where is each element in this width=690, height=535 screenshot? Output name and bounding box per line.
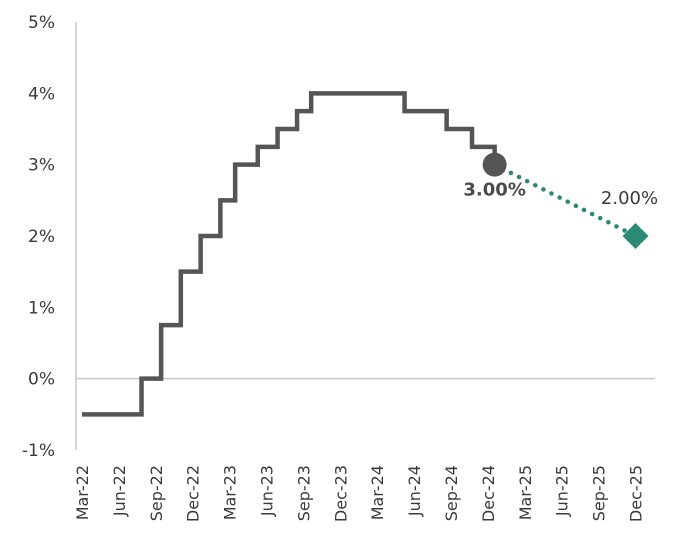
x-axis-ticks: Mar-22 Jun-22 Sep-22 Dec-22 Mar-23 Jun-23 Sep-… <box>73 465 646 522</box>
rate-forecast-line <box>492 162 638 239</box>
x-tick-label: Mar-23 <box>221 465 240 520</box>
x-tick-label: Mar-25 <box>516 465 535 520</box>
annotations: 3.00% 2.00% <box>463 152 658 249</box>
rate-history-line <box>82 91 497 417</box>
x-tick-label: Sep-22 <box>147 465 166 521</box>
x-tick-label: Jun-23 <box>258 465 277 517</box>
x-tick-label: Jun-22 <box>110 465 129 517</box>
current-rate-label: 3.00% <box>463 180 525 201</box>
x-tick-label: Sep-23 <box>294 465 313 521</box>
y-axis-ticks: -1% 0% 1% 2% 3% 4% 5% <box>22 13 55 461</box>
y-tick-label: 4% <box>28 84 55 104</box>
x-tick-label: Mar-22 <box>73 465 92 520</box>
x-tick-label: Mar-24 <box>368 465 387 520</box>
x-tick-label: Jun-25 <box>553 465 572 517</box>
series-group <box>82 91 638 417</box>
forecast-rate-marker <box>622 223 649 249</box>
x-tick-label: Sep-24 <box>442 465 461 521</box>
x-tick-label: Dec-25 <box>627 465 646 522</box>
y-tick-label: 5% <box>28 13 55 33</box>
x-tick-label: Jun-24 <box>405 465 424 517</box>
y-tick-label: 3% <box>28 156 55 176</box>
y-tick-label: -1% <box>22 441 55 461</box>
forecast-rate-label: 2.00% <box>601 188 658 209</box>
y-tick-label: 1% <box>28 298 55 318</box>
x-tick-label: Dec-24 <box>479 465 498 522</box>
x-tick-label: Dec-23 <box>331 465 350 522</box>
axes <box>75 22 655 450</box>
y-tick-label: 0% <box>28 370 55 390</box>
x-tick-label: Dec-22 <box>184 465 203 522</box>
current-rate-marker <box>482 152 507 177</box>
x-tick-label: Sep-25 <box>590 465 609 521</box>
y-tick-label: 2% <box>28 227 55 247</box>
